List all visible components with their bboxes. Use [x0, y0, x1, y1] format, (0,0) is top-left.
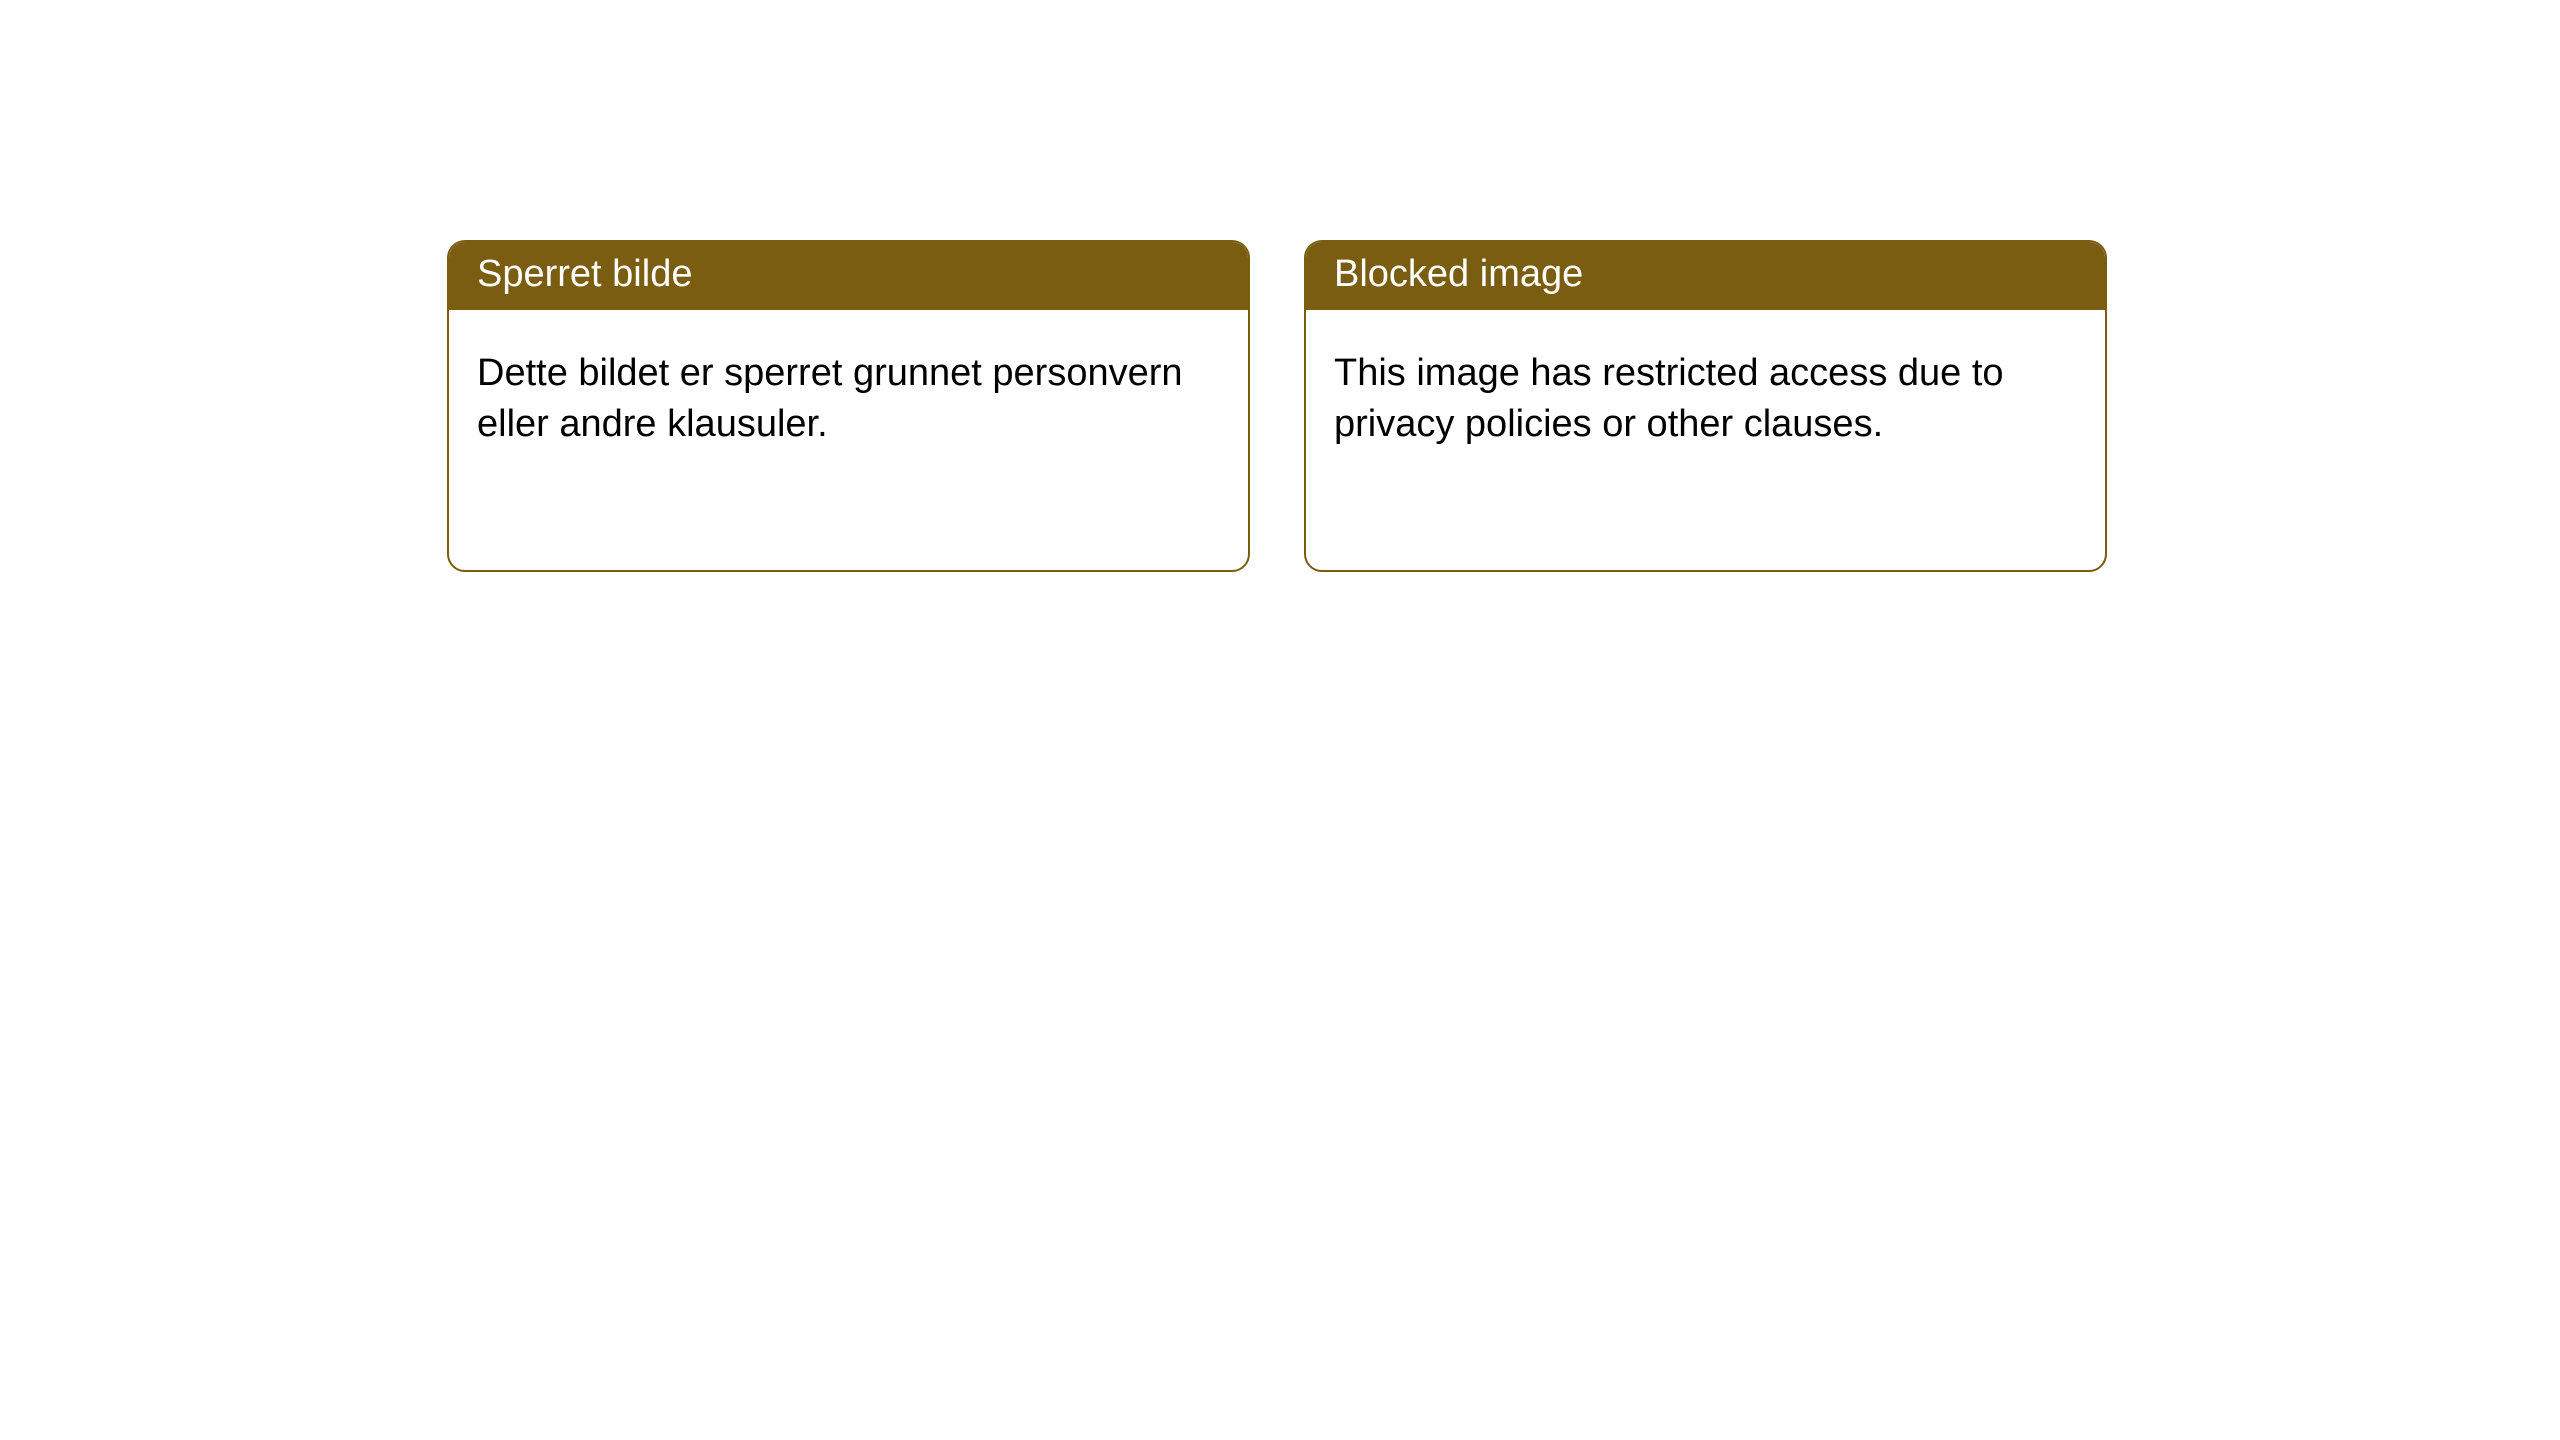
notice-card-english: Blocked image This image has restricted … [1304, 240, 2107, 572]
notice-card-title: Sperret bilde [449, 242, 1248, 310]
notice-card-norwegian: Sperret bilde Dette bildet er sperret gr… [447, 240, 1250, 572]
notice-card-body: This image has restricted access due to … [1306, 310, 2105, 479]
notice-cards-container: Sperret bilde Dette bildet er sperret gr… [0, 0, 2560, 572]
notice-card-body: Dette bildet er sperret grunnet personve… [449, 310, 1248, 479]
notice-card-title: Blocked image [1306, 242, 2105, 310]
